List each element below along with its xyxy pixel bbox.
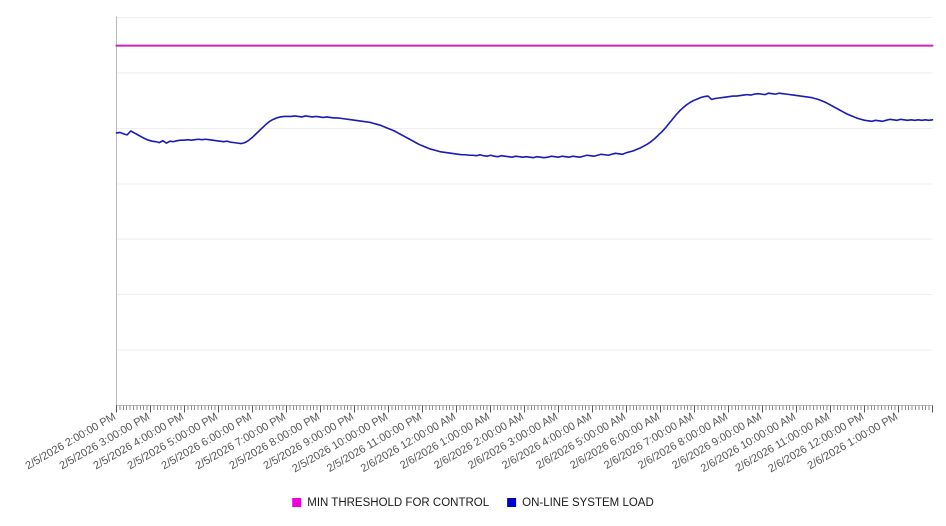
chart-legend: MIN THRESHOLD FOR CONTROL ON-LINE SYSTEM … [292,497,654,509]
series-group [115,44,934,159]
x-tick-labels: 2/5/2026 2:00:00 PM2/5/2026 3:00:00 PM2/… [24,411,900,476]
legend-label: MIN THRESHOLD FOR CONTROL [307,497,489,509]
legend-label: ON-LINE SYSTEM LOAD [522,497,654,509]
gridlines-group [116,17,933,406]
x-axis-ticks [116,405,933,413]
legend-swatch [507,498,517,507]
legend-swatch [292,498,302,507]
series-line-online-system-load [115,92,934,159]
